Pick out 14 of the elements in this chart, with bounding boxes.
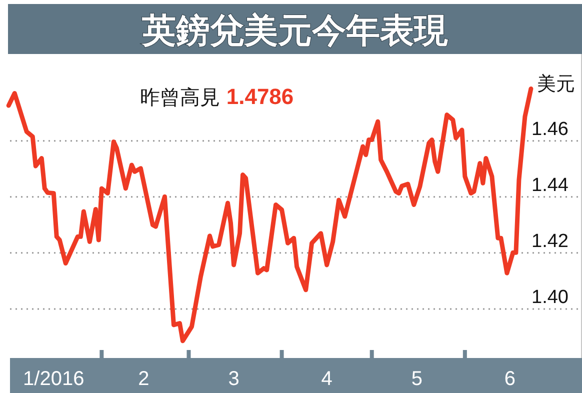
x-tick-label: 3	[228, 368, 240, 390]
chart-title: 英鎊兌美元今年表現	[141, 11, 448, 51]
y-tick-label: 1.44	[532, 174, 569, 196]
x-tick-label: 2	[138, 368, 150, 390]
annotation: 昨曾高見 1.4786	[140, 84, 294, 109]
x-tick-label: 5	[411, 368, 422, 390]
y-tick-label: 1.40	[532, 286, 568, 308]
y-tick-label: 1.46	[532, 118, 568, 140]
x-tick-label: 4	[321, 368, 332, 390]
x-tick-label: 6	[504, 368, 516, 390]
title: 英鎊兌美元今年表現	[8, 4, 582, 54]
y-axis-title: 美元	[537, 73, 575, 95]
x-tick-label: 1/2016	[23, 368, 84, 390]
y-tick-label: 1.42	[532, 230, 568, 252]
